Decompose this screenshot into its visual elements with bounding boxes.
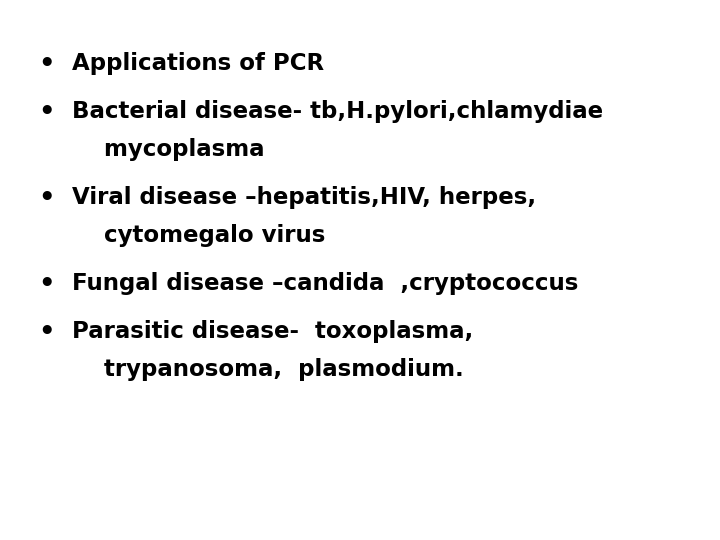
Text: •: • (38, 100, 55, 126)
Text: cytomegalo virus: cytomegalo virus (72, 224, 325, 247)
Text: Bacterial disease- tb,H.pylori,chlamydiae: Bacterial disease- tb,H.pylori,chlamydia… (72, 100, 603, 123)
Text: Fungal disease –candida  ,cryptococcus: Fungal disease –candida ,cryptococcus (72, 272, 578, 295)
Text: •: • (38, 186, 55, 212)
Text: •: • (38, 272, 55, 298)
Text: mycoplasma: mycoplasma (72, 138, 264, 161)
Text: Viral disease –hepatitis,HIV, herpes,: Viral disease –hepatitis,HIV, herpes, (72, 186, 536, 209)
Text: Applications of PCR: Applications of PCR (72, 52, 324, 75)
Text: Parasitic disease-  toxoplasma,: Parasitic disease- toxoplasma, (72, 320, 473, 343)
Text: trypanosoma,  plasmodium.: trypanosoma, plasmodium. (72, 358, 464, 381)
Text: •: • (38, 52, 55, 78)
Text: •: • (38, 320, 55, 346)
